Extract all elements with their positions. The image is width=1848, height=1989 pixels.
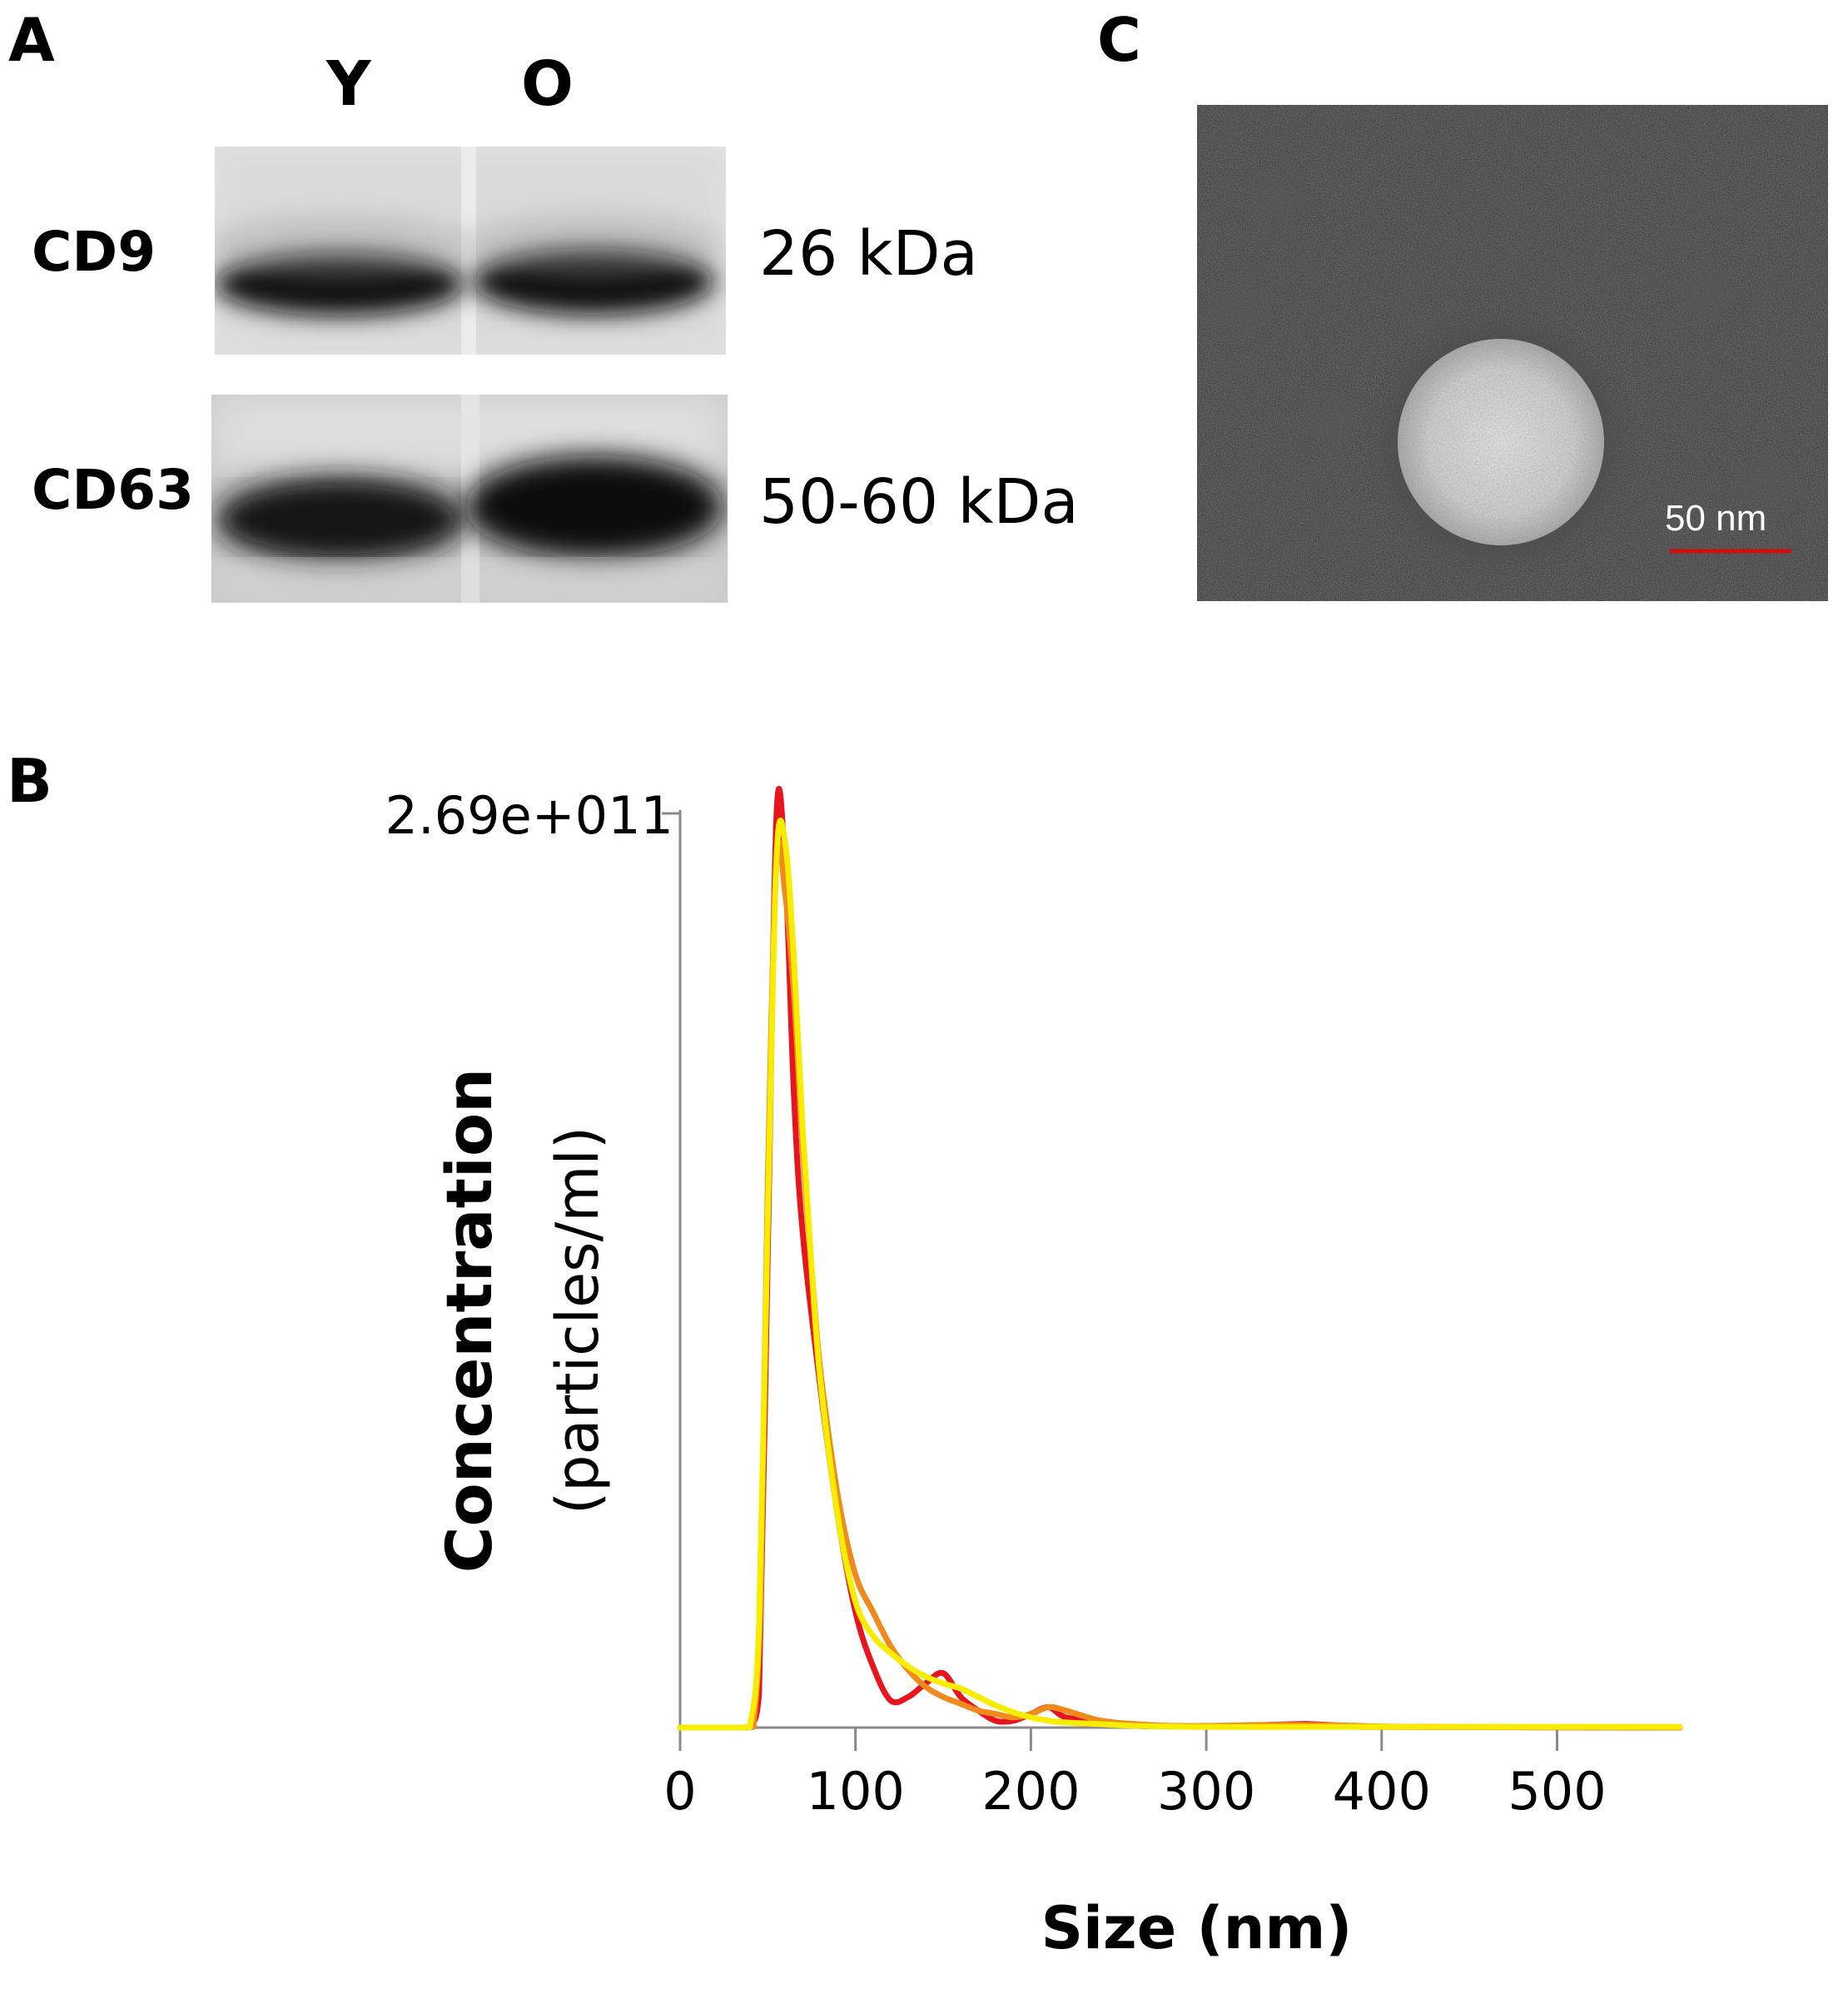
series-line-1	[677, 785, 1683, 1731]
blot-mw-cd9: 26 kDa	[759, 218, 978, 290]
blot-row-label-cd9: CD9	[32, 220, 156, 284]
nta-chart-svg: 0 100 200 300 400 500 2.69e+011 Size (nm) Concen…	[385, 785, 1683, 1962]
panel-label-b: B	[7, 746, 52, 816]
x-tick-label: 300	[1157, 1761, 1255, 1822]
x-tick-label: 0	[663, 1761, 696, 1822]
blot-image-cd63	[211, 395, 728, 603]
series-line-3	[677, 818, 1683, 1731]
panel-label-c: C	[1097, 5, 1141, 75]
blot-mw-cd63: 50-60 kDa	[759, 466, 1079, 538]
blot-image-cd9	[215, 147, 726, 355]
x-tick-label: 200	[981, 1761, 1080, 1822]
blot-row-label-cd63: CD63	[32, 458, 195, 522]
y-max-label: 2.69e+011	[385, 785, 673, 846]
scale-bar-label: 50 nm	[1665, 498, 1767, 539]
x-axis-title: Size (nm)	[1041, 1894, 1353, 1962]
nta-chart: 0 100 200 300 400 500 2.69e+011 Size (nm) Concen…	[0, 749, 1848, 1989]
panel-label-a: A	[8, 5, 55, 75]
x-tick-label: 100	[807, 1761, 905, 1822]
chart-series	[677, 785, 1683, 1731]
chart-labels: 0 100 200 300 400 500 2.69e+011 Size (nm) Concen…	[385, 785, 1607, 1962]
x-tick-label: 400	[1333, 1761, 1431, 1822]
lane-label-y: Y	[326, 48, 371, 120]
series-line-2	[677, 839, 1683, 1731]
lane-label-o: O	[521, 48, 574, 120]
x-tick-label: 500	[1508, 1761, 1606, 1822]
y-axis-title: Concentration	[432, 1068, 506, 1574]
tem-image: 50 nm	[1197, 105, 1828, 601]
y-axis-units: (particles/ml)	[544, 1126, 612, 1514]
